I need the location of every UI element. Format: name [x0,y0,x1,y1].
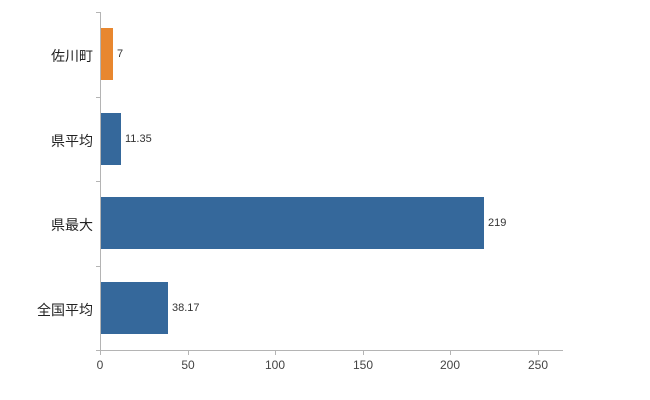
x-axis-tick [275,350,276,355]
x-tick-label: 150 [352,358,374,372]
x-axis-tick [100,350,101,355]
category-label: 県最大 [51,217,93,233]
y-axis-tick [96,266,100,267]
y-axis-tick [96,97,100,98]
value-label: 219 [488,217,507,229]
bar [101,28,113,80]
x-axis-tick [363,350,364,355]
x-axis-tick [450,350,451,355]
value-label: 38.17 [172,302,200,314]
x-tick-label: 100 [264,358,286,372]
x-tick-label: 0 [96,358,104,372]
value-label: 7 [117,48,124,60]
bar [101,197,484,249]
bar [101,282,168,334]
x-axis-tick [188,350,189,355]
y-axis-tick [96,181,100,182]
category-label: 県平均 [51,133,93,149]
value-label: 11.35 [125,133,152,145]
category-label: 佐川町 [51,48,93,64]
x-tick-label: 200 [439,358,461,372]
y-axis-line [100,12,101,350]
bar [101,113,121,165]
x-axis-tick [538,350,539,355]
x-tick-label: 250 [527,358,549,372]
y-axis-tick [96,12,100,13]
x-axis-line [100,350,563,351]
x-tick-label: 50 [181,358,195,372]
category-label: 全国平均 [37,302,93,318]
y-axis-tick [96,350,100,351]
